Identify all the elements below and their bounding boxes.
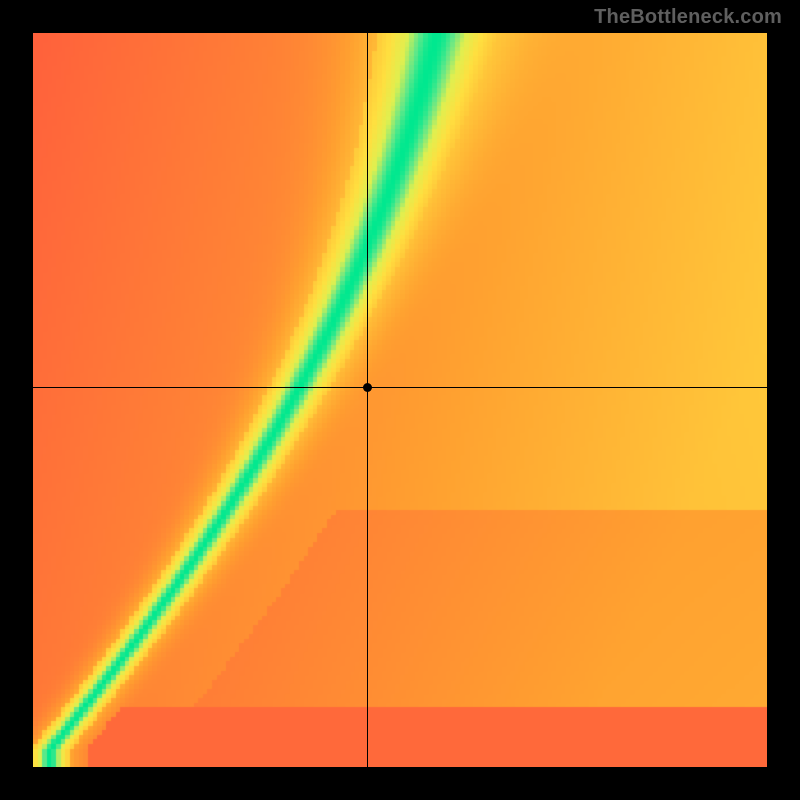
crosshair-horizontal bbox=[33, 387, 767, 388]
heatmap-canvas bbox=[33, 33, 767, 767]
crosshair-vertical bbox=[367, 33, 368, 767]
heatmap-plot bbox=[33, 33, 767, 767]
marker-dot bbox=[363, 383, 372, 392]
watermark-text: TheBottleneck.com bbox=[594, 6, 782, 29]
